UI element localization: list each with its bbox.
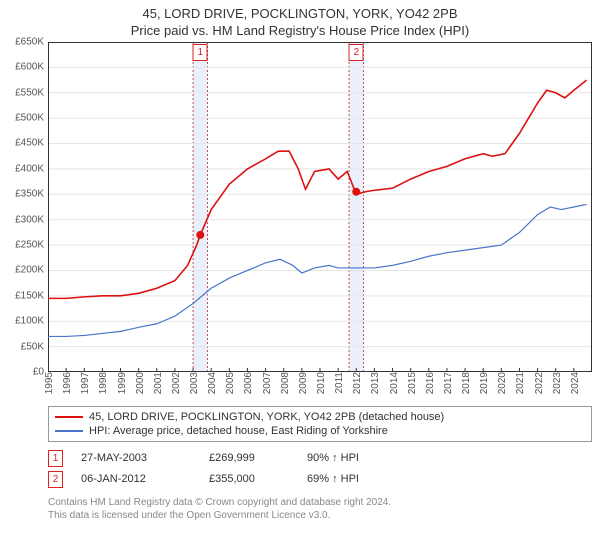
chart-area: £0£50K£100K£150K£200K£250K£300K£350K£400…	[48, 42, 592, 372]
x-tick-label: 2001	[153, 372, 164, 394]
y-tick-label: £300K	[15, 214, 48, 225]
y-tick-label: £50K	[21, 341, 48, 352]
x-tick-label: 1996	[62, 372, 73, 394]
x-tick-label: 2022	[534, 372, 545, 394]
y-tick-label: £200K	[15, 265, 48, 276]
legend-swatch	[55, 416, 83, 418]
x-tick-label: 1998	[98, 372, 109, 394]
legend-item: 45, LORD DRIVE, POCKLINGTON, YORK, YO42 …	[55, 410, 585, 424]
x-axis-labels: 1995199619971998199920002001200220032004…	[48, 372, 592, 402]
y-tick-label: £550K	[15, 87, 48, 98]
sale-marker-box: 1	[193, 44, 208, 61]
page-title: 45, LORD DRIVE, POCKLINGTON, YORK, YO42 …	[0, 0, 600, 23]
sale-price: £269,999	[209, 452, 289, 464]
sale-index-box: 2	[48, 471, 63, 488]
y-tick-label: £450K	[15, 138, 48, 149]
x-tick-label: 2005	[225, 372, 236, 394]
y-tick-label: £650K	[15, 36, 48, 47]
x-tick-label: 2000	[135, 372, 146, 394]
x-tick-label: 2021	[515, 372, 526, 394]
x-tick-label: 2015	[407, 372, 418, 394]
x-tick-label: 2012	[352, 372, 363, 394]
y-tick-label: £400K	[15, 163, 48, 174]
x-tick-label: 2002	[171, 372, 182, 394]
sale-date: 27-MAY-2003	[81, 452, 191, 464]
sale-marker-box: 2	[349, 44, 364, 61]
legend: 45, LORD DRIVE, POCKLINGTON, YORK, YO42 …	[48, 406, 592, 442]
x-tick-label: 2011	[334, 372, 345, 394]
legend-label: HPI: Average price, detached house, East…	[89, 425, 388, 437]
sale-index-box: 1	[48, 450, 63, 467]
page-subtitle: Price paid vs. HM Land Registry's House …	[0, 23, 600, 42]
x-tick-label: 1997	[80, 372, 91, 394]
x-tick-label: 2020	[497, 372, 508, 394]
x-tick-label: 2007	[262, 372, 273, 394]
x-tick-label: 2009	[298, 372, 309, 394]
footer-line: This data is licensed under the Open Gov…	[48, 509, 592, 522]
x-tick-label: 2019	[479, 372, 490, 394]
x-tick-label: 2023	[552, 372, 563, 394]
footer-line: Contains HM Land Registry data © Crown c…	[48, 496, 592, 509]
x-tick-label: 2017	[443, 372, 454, 394]
y-tick-label: £350K	[15, 189, 48, 200]
y-tick-label: £600K	[15, 62, 48, 73]
x-tick-label: 2004	[207, 372, 218, 394]
legend-swatch	[55, 430, 83, 432]
sale-pct: 69% ↑ HPI	[307, 473, 359, 485]
x-tick-label: 2024	[570, 372, 581, 394]
sale-row: 1 27-MAY-2003 £269,999 90% ↑ HPI	[48, 448, 592, 469]
x-tick-label: 2010	[316, 372, 327, 394]
footer-attribution: Contains HM Land Registry data © Crown c…	[48, 496, 592, 522]
legend-label: 45, LORD DRIVE, POCKLINGTON, YORK, YO42 …	[89, 411, 444, 423]
x-tick-label: 2003	[189, 372, 200, 394]
sales-table: 1 27-MAY-2003 £269,999 90% ↑ HPI 2 06-JAN-201…	[48, 448, 592, 490]
x-tick-label: 2014	[389, 372, 400, 394]
y-tick-label: £100K	[15, 316, 48, 327]
x-tick-label: 1999	[117, 372, 128, 394]
sale-row: 2 06-JAN-2012 £355,000 69% ↑ HPI	[48, 469, 592, 490]
x-tick-label: 2013	[370, 372, 381, 394]
y-tick-label: £500K	[15, 113, 48, 124]
x-tick-label: 1995	[44, 372, 55, 394]
x-tick-label: 2008	[280, 372, 291, 394]
y-tick-label: £250K	[15, 239, 48, 250]
legend-item: HPI: Average price, detached house, East…	[55, 424, 585, 438]
x-tick-label: 2018	[461, 372, 472, 394]
sale-date: 06-JAN-2012	[81, 473, 191, 485]
sale-pct: 90% ↑ HPI	[307, 452, 359, 464]
x-tick-label: 2006	[243, 372, 254, 394]
x-tick-label: 2016	[425, 372, 436, 394]
sale-price: £355,000	[209, 473, 289, 485]
line-chart	[48, 42, 592, 372]
y-tick-label: £150K	[15, 290, 48, 301]
